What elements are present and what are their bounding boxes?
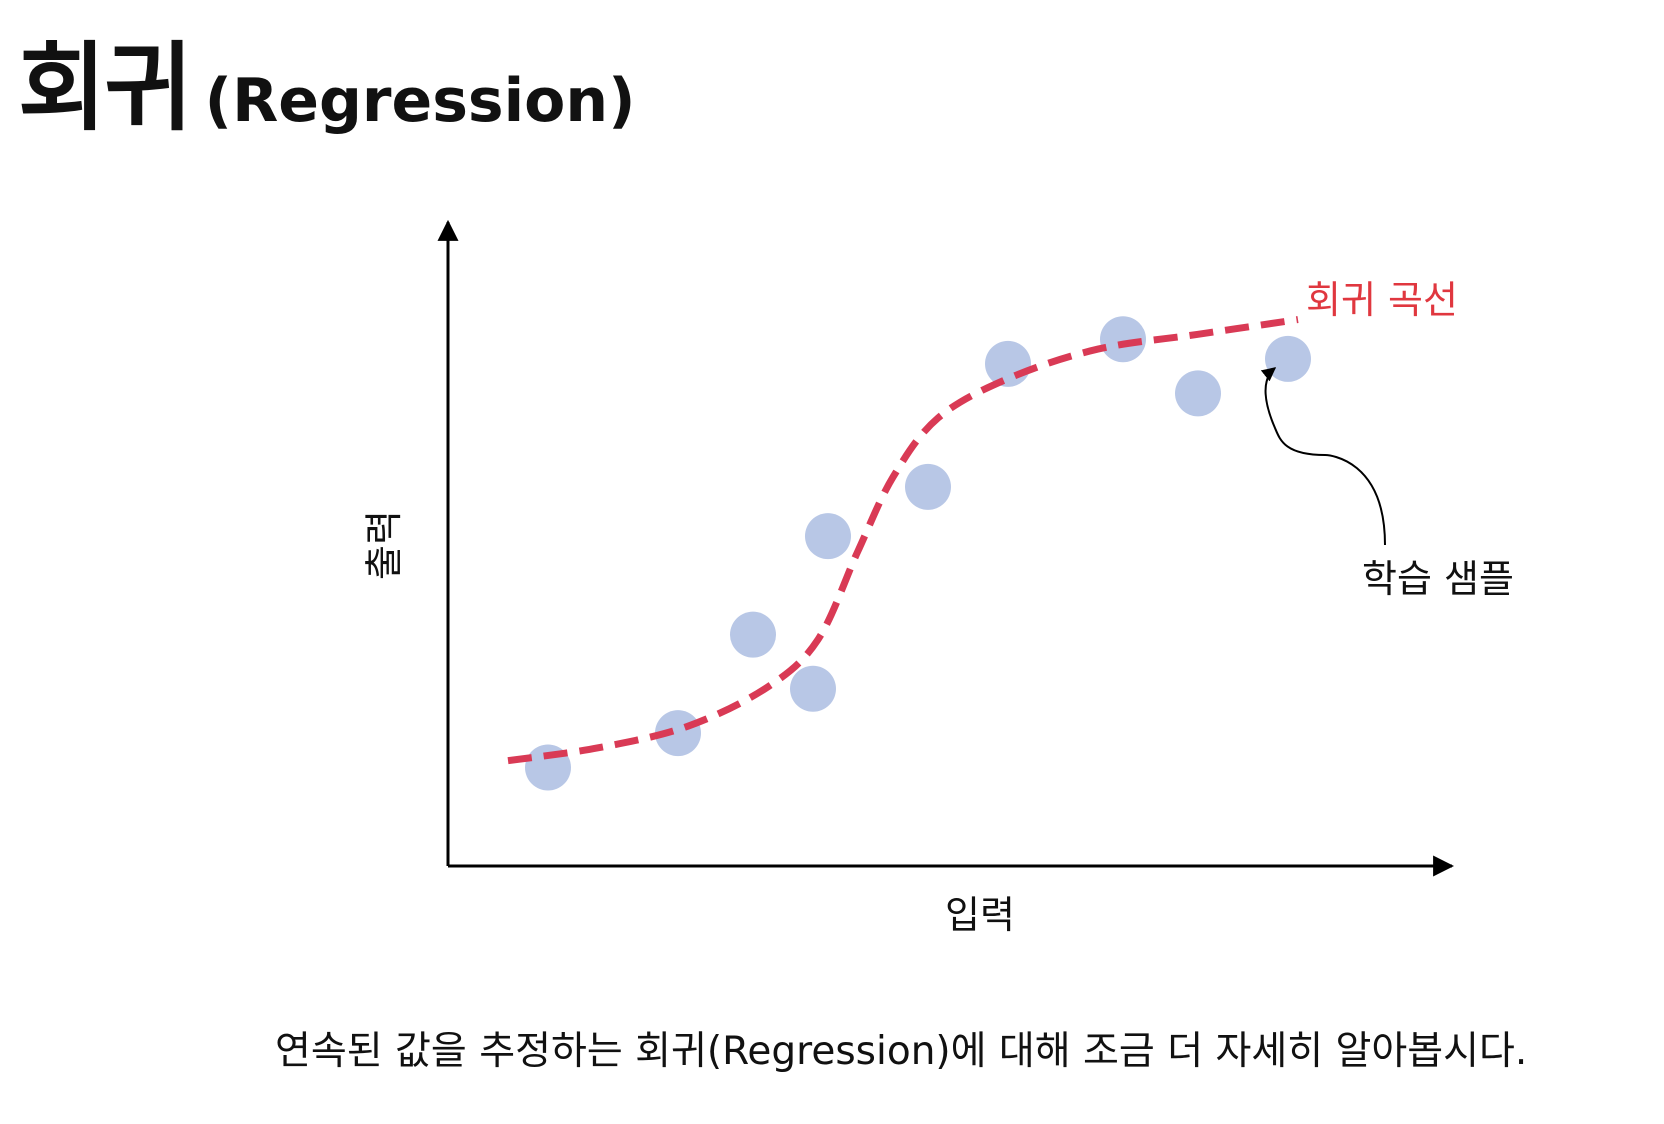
sample-point-4 bbox=[790, 665, 836, 712]
sample-point-5 bbox=[805, 513, 851, 560]
sample-point-8 bbox=[1100, 316, 1146, 363]
curve-label: 회귀 곡선 bbox=[1306, 278, 1458, 322]
page-title: 회귀 (Regression) bbox=[18, 10, 636, 149]
sample-point-3 bbox=[730, 611, 776, 658]
y-axis-label: 출력 bbox=[362, 510, 406, 580]
sample-point-2 bbox=[655, 710, 701, 757]
sample-point-10 bbox=[1265, 335, 1311, 382]
caption: 연속된 값을 추정하는 회귀(Regression)에 대해 조금 더 자세히 … bbox=[275, 1029, 1528, 1074]
title-subtitle: (Regression) bbox=[204, 66, 636, 136]
sample-point-6 bbox=[905, 463, 951, 510]
sample-point-7 bbox=[985, 340, 1031, 387]
sample-label: 학습 샘플 bbox=[1362, 557, 1514, 601]
regression-curve bbox=[507, 316, 1299, 765]
title-main: 회귀 bbox=[18, 32, 193, 144]
x-axis-label: 입력 bbox=[945, 893, 1015, 937]
sample-pointer-arrow bbox=[1260, 367, 1386, 546]
sample-point-9 bbox=[1175, 370, 1221, 417]
sample-points bbox=[525, 316, 1311, 791]
